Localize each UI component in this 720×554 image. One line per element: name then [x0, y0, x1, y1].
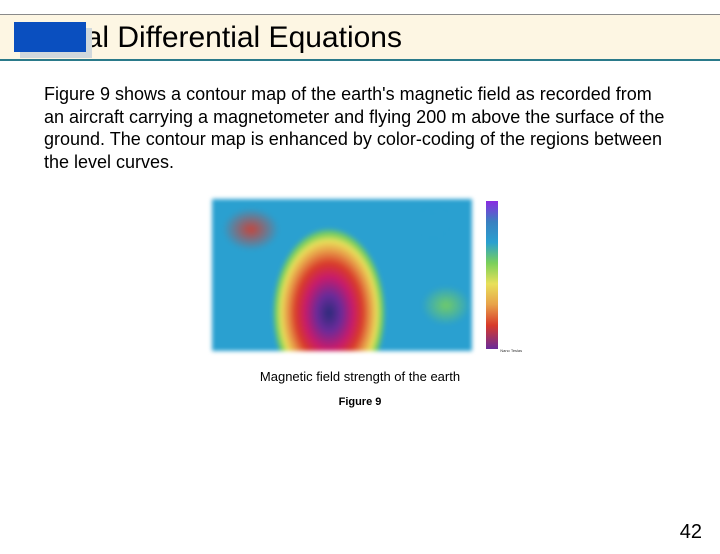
figure-caption: Magnetic field strength of the earth [0, 369, 720, 384]
body-paragraph: Figure 9 shows a contour map of the eart… [0, 61, 720, 173]
scale-bottom-label: Nano Teslas [500, 348, 522, 353]
badge-front [14, 22, 86, 52]
figure-container: Courtesy Roger Watson Nano Teslas Magnet… [0, 199, 720, 408]
corner-badge [14, 22, 92, 58]
scale-ticks: Nano Teslas [500, 201, 530, 349]
page-number: 42 [680, 521, 702, 544]
scale-gradient [486, 201, 498, 349]
figure-label: Figure 9 [0, 396, 720, 408]
color-scale: Nano Teslas [486, 201, 508, 349]
title-bar: Partial Differential Equations [0, 14, 720, 61]
contour-map: Courtesy Roger Watson [212, 199, 472, 351]
slide-title: Partial Differential Equations [0, 21, 720, 55]
contour-map-image [212, 199, 472, 351]
